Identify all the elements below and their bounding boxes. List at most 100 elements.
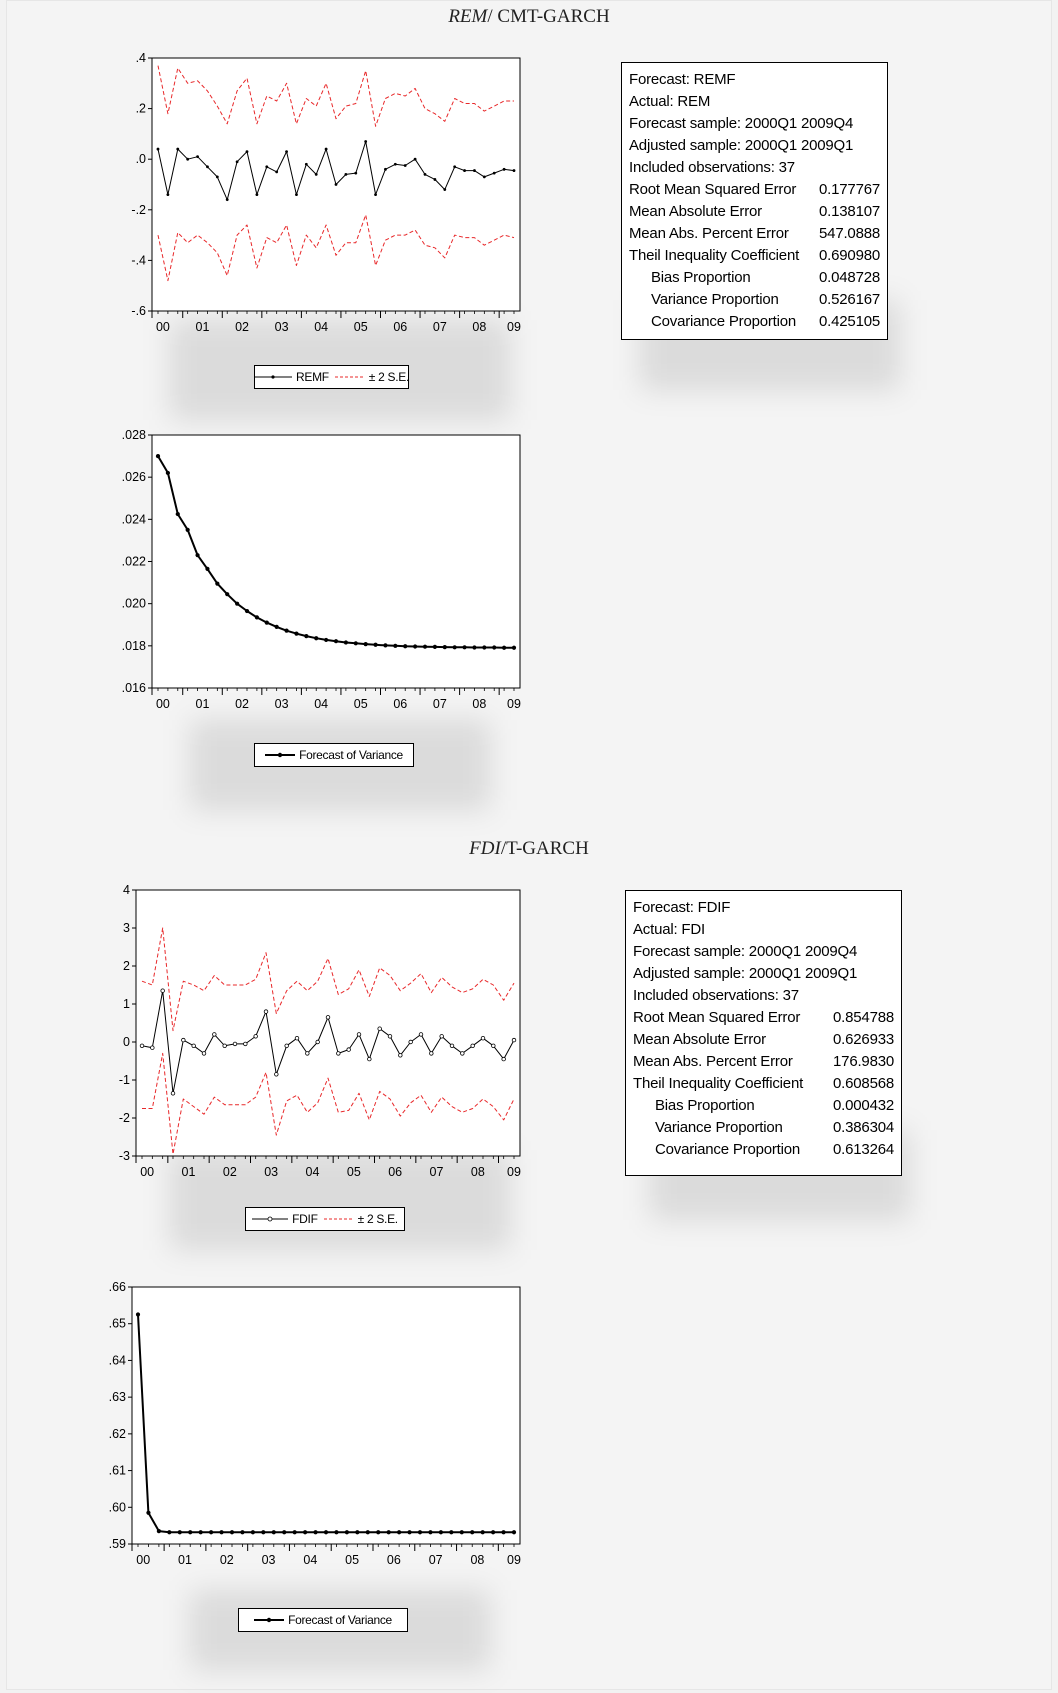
- data-point: [324, 147, 328, 151]
- stats-label: Mean Absolute Error: [633, 1031, 766, 1048]
- stats-value: 0.048728: [819, 269, 880, 286]
- rem-variance-legend: Forecast of Variance: [254, 743, 414, 767]
- legend-label: FDIF: [292, 1212, 318, 1226]
- x-tick-label: 08: [472, 697, 486, 711]
- data-point: [253, 1034, 258, 1039]
- x-tick-label: 00: [156, 697, 170, 711]
- data-point: [177, 1530, 182, 1535]
- data-point: [294, 1035, 300, 1041]
- stats-row: Root Mean Squared Error 0.854788: [633, 1007, 894, 1029]
- y-tick-label: .66: [109, 1280, 126, 1294]
- y-tick-label: .4: [136, 51, 146, 65]
- stats-row: Mean Absolute Error 0.138107: [629, 201, 880, 223]
- y-tick-label: 1: [123, 997, 130, 1011]
- section-title-rem: REM/ CMT-GARCH: [448, 6, 610, 27]
- data-point: [285, 150, 288, 154]
- data-point: [324, 637, 329, 643]
- y-tick-label: .020: [122, 597, 146, 611]
- data-point: [150, 1045, 155, 1050]
- y-tick-label: -.2: [131, 203, 146, 217]
- data-point: [492, 171, 496, 175]
- stats-value: 0.000432: [833, 1097, 894, 1114]
- stats-value: 0.138107: [819, 203, 880, 220]
- data-point: [243, 1041, 248, 1047]
- data-point: [336, 1051, 341, 1056]
- data-point: [225, 198, 229, 202]
- x-tick-label: 01: [182, 1165, 196, 1179]
- data-point: [170, 1091, 176, 1096]
- y-tick-label: .022: [122, 555, 146, 569]
- stats-label: Forecast sample: 2000Q1 2009Q4: [633, 943, 858, 960]
- data-point: [166, 193, 170, 197]
- data-point: [215, 175, 219, 179]
- fdi-variance-legend: Forecast of Variance: [238, 1608, 408, 1632]
- data-point: [191, 1043, 196, 1048]
- data-point: [176, 147, 180, 151]
- data-point: [407, 1530, 412, 1535]
- stats-label: Mean Abs. Percent Error: [633, 1053, 793, 1070]
- stats-row: Bias Proportion 0.000432: [633, 1095, 894, 1117]
- data-point: [205, 566, 210, 571]
- data-point: [265, 165, 269, 169]
- stats-label: Included observations: 37: [633, 987, 799, 1004]
- data-point: [502, 167, 506, 171]
- stats-label: Actual: FDI: [633, 921, 705, 938]
- legend-label: REMF: [296, 370, 329, 384]
- stats-label: Included observations: 37: [629, 159, 795, 176]
- fdi-legend: FDIF ± 2 S.E.: [245, 1207, 405, 1231]
- data-point: [449, 1043, 455, 1048]
- legend-label: ± 2 S.E.: [357, 1212, 399, 1226]
- data-point: [462, 645, 467, 650]
- data-point: [422, 644, 428, 649]
- data-point: [387, 1034, 393, 1039]
- data-point: [373, 642, 378, 647]
- x-tick-label: 07: [430, 1165, 444, 1179]
- y-tick-label: .016: [122, 681, 146, 695]
- y-tick-label: .59: [109, 1537, 126, 1551]
- data-point: [480, 1530, 485, 1535]
- stats-label: Mean Absolute Error: [629, 203, 762, 220]
- x-tick-label: 04: [303, 1553, 317, 1567]
- data-point: [275, 170, 279, 174]
- fdi-forecast-stats: Forecast: FDIF Actual: FDI Forecast sample…: [625, 890, 902, 1176]
- data-point: [314, 636, 319, 641]
- data-point: [429, 1051, 434, 1056]
- data-point: [195, 553, 200, 558]
- data-point: [244, 608, 250, 614]
- data-point: [384, 167, 387, 171]
- data-point: [346, 1047, 351, 1052]
- x-tick-label: 08: [472, 320, 486, 334]
- data-point: [274, 1072, 279, 1077]
- data-point: [222, 1043, 227, 1048]
- data-point: [355, 1530, 360, 1535]
- stats-label: Adjusted sample: 2000Q1 2009Q1: [633, 965, 858, 982]
- data-point: [459, 1530, 464, 1535]
- data-point: [304, 634, 309, 639]
- se-band-line: [157, 65, 514, 127]
- stats-row: Root Mean Squared Error 0.177767: [629, 179, 880, 201]
- data-point: [365, 1530, 370, 1535]
- legend-item-variance: Forecast of Variance: [254, 1613, 392, 1627]
- stats-row: Included observations: 37: [633, 985, 894, 1007]
- stats-row: Mean Abs. Percent Error 547.0888: [629, 223, 880, 245]
- data-point: [146, 1510, 151, 1515]
- data-point: [263, 1009, 269, 1014]
- stats-row: Included observations: 37: [629, 157, 880, 179]
- x-tick-label: 04: [314, 697, 328, 711]
- x-tick-label: 01: [178, 1553, 192, 1567]
- stats-value: 176.9830: [833, 1053, 894, 1070]
- data-point: [304, 162, 308, 166]
- y-tick-label: .62: [109, 1427, 126, 1441]
- data-point: [294, 631, 299, 636]
- legend-swatch-black: [252, 1216, 289, 1222]
- data-point: [198, 1530, 203, 1535]
- data-point: [463, 169, 466, 172]
- data-point: [439, 1034, 444, 1039]
- data-point: [383, 643, 388, 648]
- stats-row: Forecast: FDIF: [633, 897, 894, 919]
- data-point: [261, 1530, 266, 1535]
- data-point: [156, 147, 160, 151]
- x-tick-label: 02: [223, 1165, 237, 1179]
- data-point: [333, 639, 339, 644]
- data-point: [473, 169, 476, 172]
